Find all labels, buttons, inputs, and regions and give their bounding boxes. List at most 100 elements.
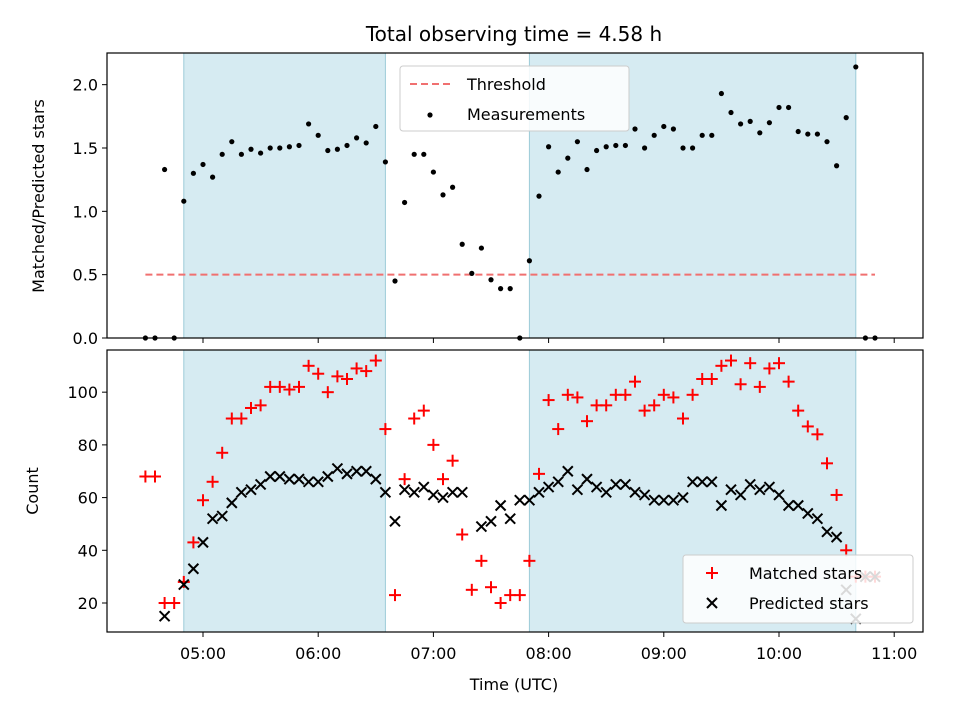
matched-stars-points	[139, 354, 881, 610]
measurement-point	[766, 120, 773, 126]
measurement-point	[632, 126, 638, 132]
bottom-y-tick-label: 100	[67, 383, 98, 402]
measurement-point	[382, 159, 388, 165]
measurement-point	[757, 130, 763, 136]
matched-star-point	[763, 362, 776, 375]
predicted-star-point	[456, 486, 468, 499]
predicted-star-point	[610, 478, 622, 491]
matched-star-point	[801, 420, 814, 433]
predicted-star-point	[427, 489, 440, 501]
predicted-star-point	[792, 499, 804, 512]
matched-star-point	[734, 378, 747, 391]
measurement-point	[306, 121, 312, 127]
predicted-star-point	[629, 486, 641, 499]
predicted-star-point	[254, 478, 267, 491]
measurement-point	[459, 241, 465, 247]
matched-star-point	[216, 446, 229, 459]
matched-star-point	[840, 544, 853, 557]
predicted-star-point	[360, 465, 372, 477]
x-tick-label: 10:00	[756, 644, 802, 663]
predicted-star-point	[782, 499, 795, 512]
measurement-point	[373, 123, 379, 130]
matched-star-point	[312, 367, 325, 380]
measurement-point	[843, 115, 849, 121]
matched-star-point	[235, 412, 248, 425]
predicted-star-point	[504, 512, 516, 525]
predicted-star-point	[658, 494, 670, 506]
matched-star-point	[629, 375, 641, 388]
top-y-tick-label: 2.0	[73, 76, 98, 95]
legend-measurements-swatch	[427, 112, 433, 118]
measurement-point	[613, 142, 619, 149]
matched-star-point	[197, 494, 209, 507]
matched-star-point	[533, 467, 545, 480]
predicted-star-point	[667, 494, 680, 506]
measurement-point	[334, 146, 340, 152]
measurement-point	[210, 174, 216, 180]
predicted-star-point	[446, 486, 459, 499]
measurement-point	[795, 128, 801, 135]
predicted-star-point	[533, 486, 545, 499]
bottom-axes-frame	[106, 349, 924, 633]
measurement-point	[296, 142, 302, 149]
predicted-star-point	[216, 510, 228, 522]
matched-star-point	[245, 401, 257, 414]
measurement-point	[354, 135, 360, 141]
measurement-point	[181, 198, 187, 204]
predicted-star-point	[696, 476, 708, 488]
matched-star-point	[168, 597, 181, 610]
measurement-point	[747, 118, 753, 124]
measurement-point	[526, 258, 533, 264]
matched-star-point	[725, 354, 737, 367]
predicted-star-point	[302, 476, 315, 488]
matched-star-point	[321, 386, 334, 399]
predicted-star-point	[187, 563, 200, 575]
top-y-tick-label: 0.0	[73, 329, 98, 348]
legend-predicted-label: Predicted stars	[749, 594, 869, 613]
matched-star-point	[408, 412, 421, 425]
x-tick-label: 05:00	[180, 644, 226, 663]
matched-star-point	[465, 583, 478, 596]
x-tick-label: 06:00	[295, 644, 341, 663]
measurement-point	[478, 245, 484, 251]
top-panel: 0.00.51.01.52.0 Matched/Predicted stars …	[29, 52, 924, 348]
measurement-point	[651, 132, 657, 138]
predicted-star-point	[686, 476, 699, 488]
measurement-point	[248, 146, 254, 152]
predicted-star-point	[677, 491, 689, 504]
legend-matched-label: Matched stars	[749, 564, 862, 583]
predicted-star-point	[763, 481, 776, 493]
bottom-x-ticks: 05:00 06:00 07:00 08:00 09:00 10:00 11:00	[180, 632, 917, 663]
legend-threshold-label: Threshold	[466, 75, 546, 94]
matched-star-point	[437, 473, 449, 486]
predicted-star-point	[398, 483, 411, 496]
matched-star-point	[523, 554, 536, 567]
predicted-star-point	[514, 494, 526, 506]
matched-star-point	[792, 404, 805, 417]
measurement-point	[622, 142, 629, 149]
predicted-stars-points	[158, 462, 881, 625]
predicted-star-point	[725, 483, 737, 496]
x-tick-label: 08:00	[526, 644, 572, 663]
measurement-point	[603, 144, 609, 150]
predicted-star-point	[562, 465, 574, 477]
top-shaded-intervals	[183, 52, 857, 339]
measurement-point	[594, 147, 600, 154]
matched-star-point	[753, 380, 766, 393]
measurement-point	[277, 145, 283, 151]
matched-star-point	[513, 589, 526, 602]
predicted-star-point	[811, 512, 824, 525]
predicted-star-point	[773, 489, 785, 501]
predicted-star-point	[206, 512, 219, 525]
predicted-star-point	[552, 476, 564, 488]
bottom-legend: Matched stars Predicted stars	[682, 554, 914, 624]
top-legend-box	[399, 65, 630, 132]
predicted-star-point	[341, 468, 353, 480]
predicted-star-point	[542, 481, 555, 493]
matched-star-point	[273, 380, 286, 393]
chart-title: Total observing time = 4.58 h	[365, 22, 662, 46]
predicted-star-point	[264, 470, 276, 483]
matched-star-point	[446, 454, 459, 467]
measurement-point	[690, 145, 696, 151]
matched-star-point	[494, 597, 507, 610]
